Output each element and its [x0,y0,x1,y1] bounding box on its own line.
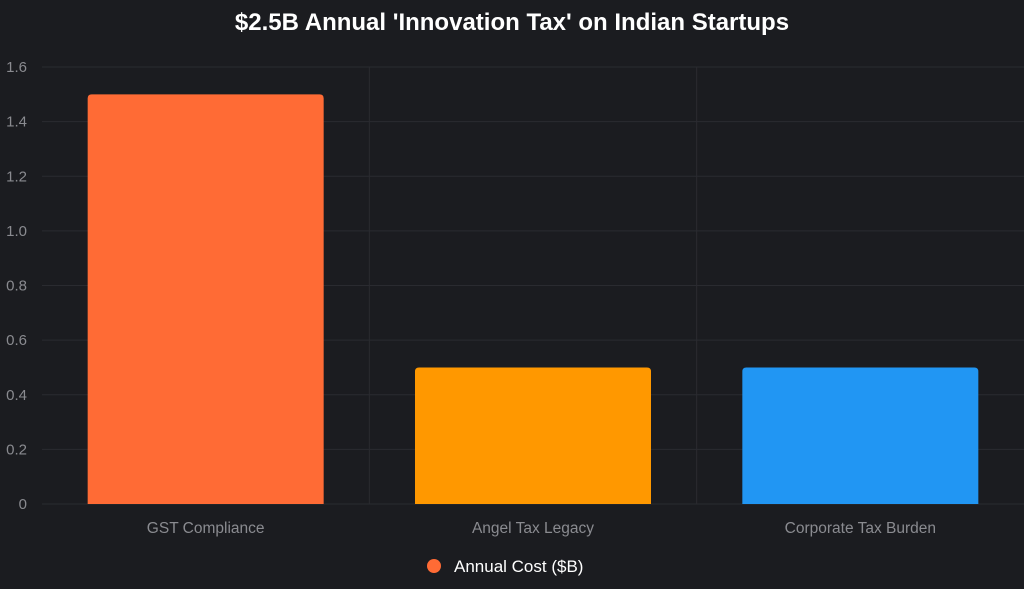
bars [87,94,979,504]
legend-marker-annual-cost[interactable] [427,559,441,573]
legend[interactable]: Annual Cost ($B) [427,557,583,576]
y-tick-label: 1.6 [6,59,27,76]
y-tick-label: 0.8 [6,278,27,295]
y-axis-ticks: 0 0.2 0.4 0.6 0.8 1.0 1.2 1.4 1.6 [6,59,27,513]
x-tick-label: Corporate Tax Burden [785,520,936,537]
bar-angel-tax-legacy[interactable] [415,367,651,504]
y-tick-label: 1.2 [6,168,27,185]
chart-title: $2.5B Annual 'Innovation Tax' on Indian … [235,9,789,36]
y-tick-label: 0 [19,496,27,513]
x-tick-label: GST Compliance [147,520,265,537]
y-tick-label: 0.2 [6,441,27,458]
legend-label-annual-cost[interactable]: Annual Cost ($B) [454,557,583,576]
bar-gst-compliance[interactable] [87,94,324,504]
y-tick-label: 1.4 [6,114,27,131]
y-tick-label: 0.6 [6,332,27,349]
y-tick-label: 0.4 [6,387,27,404]
bar-corporate-tax-burden[interactable] [742,367,979,504]
y-tick-label: 1.0 [6,223,27,240]
x-tick-label: Angel Tax Legacy [472,520,594,537]
x-axis-ticks: GST Compliance Angel Tax Legacy Corporate … [147,520,936,537]
